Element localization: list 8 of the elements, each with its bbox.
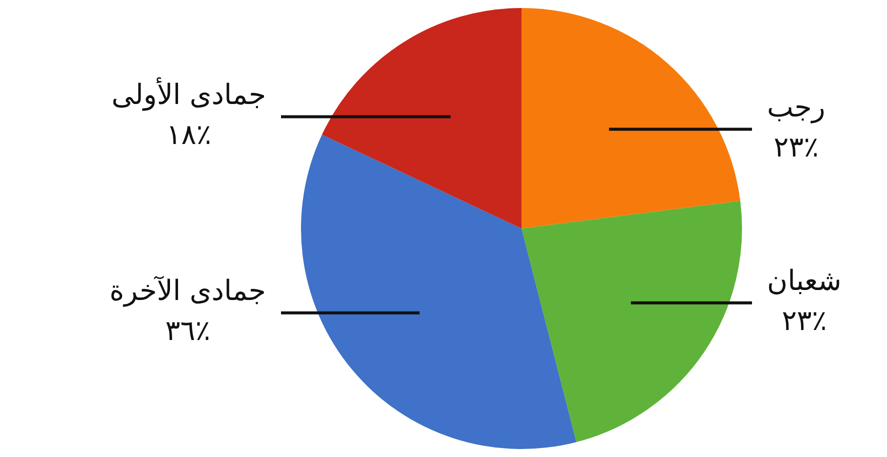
- slice-label: جمادى الآخرة: [110, 274, 266, 308]
- slice-label: جمادى الأولى: [112, 77, 266, 112]
- data-label: ٪٢٣: [774, 130, 819, 164]
- data-label: ٪١٨: [166, 118, 212, 152]
- slice-label: شعبان: [767, 264, 842, 298]
- slice-label: رجب: [767, 90, 826, 124]
- data-label: ٪٢٣: [782, 304, 827, 338]
- data-label: ٪٣٦: [165, 314, 210, 348]
